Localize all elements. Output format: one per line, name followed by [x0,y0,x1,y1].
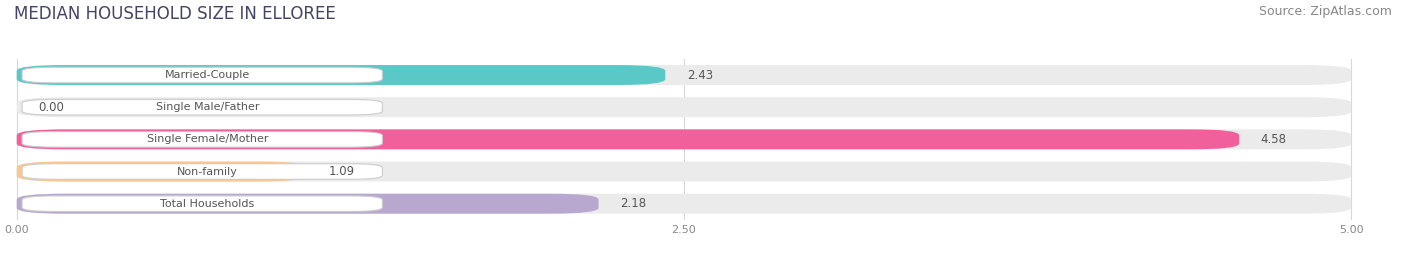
FancyBboxPatch shape [17,97,1351,117]
Text: Non-family: Non-family [177,166,238,177]
FancyBboxPatch shape [17,162,1351,181]
Text: 2.43: 2.43 [686,69,713,81]
Text: Total Households: Total Households [160,199,254,209]
FancyBboxPatch shape [17,194,1351,214]
Text: Married-Couple: Married-Couple [165,70,250,80]
Text: Single Male/Father: Single Male/Father [156,102,259,112]
Text: Single Female/Mother: Single Female/Mother [146,134,269,144]
FancyBboxPatch shape [22,164,382,179]
FancyBboxPatch shape [22,132,382,147]
FancyBboxPatch shape [17,129,1239,149]
Text: MEDIAN HOUSEHOLD SIZE IN ELLOREE: MEDIAN HOUSEHOLD SIZE IN ELLOREE [14,5,336,23]
Text: Source: ZipAtlas.com: Source: ZipAtlas.com [1258,5,1392,18]
FancyBboxPatch shape [17,162,308,181]
FancyBboxPatch shape [22,196,382,211]
FancyBboxPatch shape [22,99,382,115]
FancyBboxPatch shape [17,194,599,214]
Text: 0.00: 0.00 [38,101,63,114]
FancyBboxPatch shape [22,67,382,83]
FancyBboxPatch shape [17,65,1351,85]
Text: 4.58: 4.58 [1260,133,1286,146]
FancyBboxPatch shape [17,65,665,85]
Text: 1.09: 1.09 [329,165,356,178]
FancyBboxPatch shape [17,129,1351,149]
Text: 2.18: 2.18 [620,197,645,210]
